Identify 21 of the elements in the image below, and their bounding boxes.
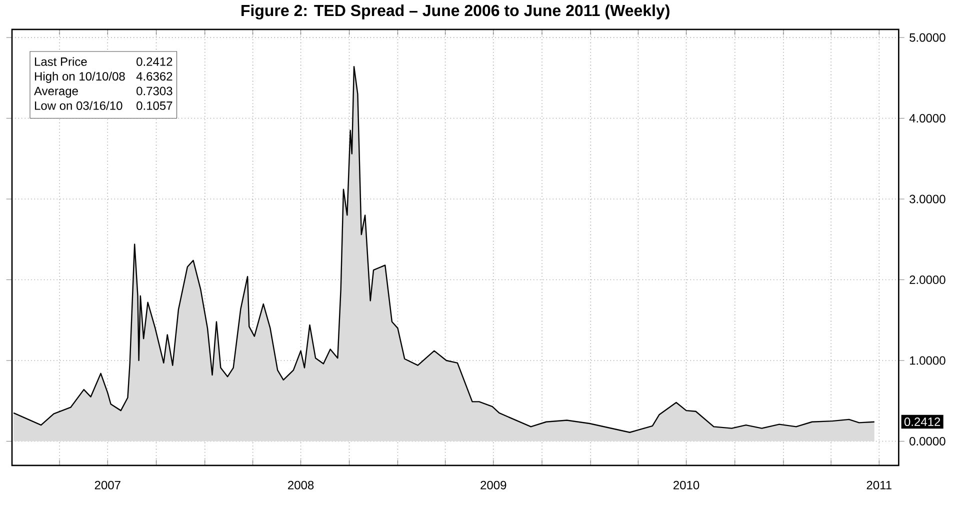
x-tick-label: 2011	[866, 480, 892, 490]
y-tick-label: 4.0000	[909, 114, 946, 122]
x-tick-label: 2010	[674, 480, 700, 490]
annotation: 0.2412	[904, 417, 940, 426]
chart-title: Figure 2: TED Spread – June 2006 to June 2011 (Weekly)	[242, 4, 670, 20]
annotation: Average	[34, 86, 78, 98]
y-tick-label: 1.0000	[910, 356, 946, 365]
y-tick-label: 0.0000	[910, 436, 946, 446]
annotation: Last Price	[34, 56, 87, 66]
x-tick-label: 2007	[94, 480, 120, 490]
y-tick-label: 3.0000	[910, 194, 946, 204]
annotation: 0.7303	[136, 86, 172, 96]
x-tick-label: 2009	[480, 480, 506, 490]
y-tick-label: 5.0000	[910, 33, 946, 42]
annotation: High on 10/10/08	[34, 72, 125, 83]
y-tick-label: 2.0000	[910, 275, 946, 284]
annotation: Low on 03/16/10	[34, 100, 122, 110]
x-tick-label: 2008	[288, 480, 314, 490]
annotation: 0.2412	[136, 57, 172, 66]
annotation: 4.6362	[136, 72, 172, 80]
annotation: 0.1057	[136, 101, 172, 110]
